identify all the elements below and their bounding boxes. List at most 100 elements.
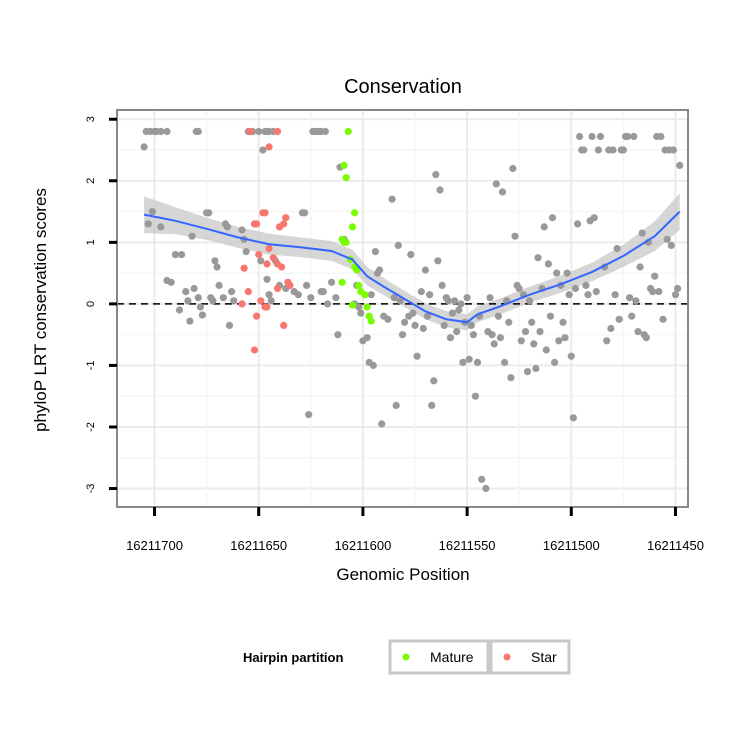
point-other bbox=[167, 278, 175, 286]
point-other bbox=[676, 161, 684, 169]
point-other bbox=[574, 220, 582, 228]
point-other bbox=[157, 223, 165, 231]
point-other bbox=[394, 241, 402, 249]
point-star bbox=[261, 209, 269, 217]
point-other bbox=[303, 281, 311, 289]
point-other bbox=[467, 321, 475, 329]
point-mature bbox=[353, 266, 361, 274]
point-other bbox=[636, 263, 644, 271]
point-other bbox=[565, 291, 573, 299]
point-other bbox=[559, 318, 567, 326]
point-other bbox=[190, 284, 198, 293]
point-other bbox=[486, 294, 494, 302]
point-other bbox=[603, 337, 611, 345]
point-star bbox=[273, 127, 282, 136]
point-other bbox=[392, 401, 400, 409]
point-other bbox=[321, 127, 329, 136]
point-other bbox=[540, 223, 548, 231]
point-mature bbox=[351, 209, 359, 217]
point-other bbox=[469, 331, 477, 339]
point-other bbox=[259, 146, 267, 154]
point-other bbox=[446, 334, 454, 342]
plot-border bbox=[116, 109, 689, 508]
point-other bbox=[230, 297, 238, 305]
point-other bbox=[536, 328, 544, 336]
point-other bbox=[213, 263, 221, 271]
point-other bbox=[553, 269, 561, 277]
point-other bbox=[255, 127, 263, 136]
point-other bbox=[432, 171, 440, 179]
point-mature bbox=[342, 174, 350, 182]
point-other bbox=[496, 334, 504, 342]
point-other bbox=[523, 368, 532, 376]
point-other bbox=[651, 272, 659, 280]
point-other bbox=[628, 312, 636, 320]
point-other bbox=[332, 294, 340, 302]
point-other bbox=[426, 291, 434, 299]
point-mature bbox=[361, 291, 369, 299]
point-other bbox=[175, 306, 184, 314]
point-other bbox=[532, 364, 540, 373]
point-other bbox=[534, 254, 542, 262]
chart-title: Conservation bbox=[344, 76, 462, 98]
point-star bbox=[240, 264, 248, 272]
point-other bbox=[471, 392, 479, 400]
point-other bbox=[555, 337, 563, 345]
point-star bbox=[257, 297, 265, 305]
point-other bbox=[182, 288, 190, 296]
point-other bbox=[378, 420, 386, 428]
point-other bbox=[490, 340, 498, 348]
point-other bbox=[451, 297, 459, 305]
point-other bbox=[609, 146, 617, 154]
point-other bbox=[198, 311, 206, 319]
point-other bbox=[657, 132, 665, 141]
point-other bbox=[371, 248, 379, 256]
point-star bbox=[250, 346, 259, 354]
point-other bbox=[215, 281, 223, 289]
confidence-ribbon-layer bbox=[144, 193, 680, 331]
point-other bbox=[194, 294, 202, 302]
point-other bbox=[409, 309, 417, 317]
point-other bbox=[590, 214, 598, 222]
point-other bbox=[501, 358, 509, 366]
point-other bbox=[228, 288, 236, 296]
legend-star-label: Star bbox=[531, 649, 557, 665]
point-other bbox=[444, 297, 452, 305]
points-layer bbox=[140, 127, 684, 493]
point-other bbox=[663, 235, 671, 243]
point-other bbox=[384, 315, 392, 323]
confidence-ribbon bbox=[144, 193, 680, 331]
point-other bbox=[669, 146, 678, 154]
point-mature bbox=[367, 317, 375, 325]
point-other bbox=[626, 294, 634, 302]
point-other bbox=[551, 358, 559, 366]
point-other bbox=[421, 266, 429, 274]
point-mature bbox=[355, 281, 363, 289]
point-other bbox=[257, 257, 265, 265]
point-other bbox=[434, 257, 442, 265]
plot-panel bbox=[117, 110, 688, 507]
point-other bbox=[659, 315, 667, 323]
y-axis-label: phyloP LRT conservation scores bbox=[31, 188, 50, 432]
point-other bbox=[396, 297, 404, 305]
legend-item-star-box bbox=[489, 639, 571, 675]
point-other bbox=[588, 132, 596, 141]
point-other bbox=[307, 294, 315, 302]
point-other bbox=[638, 229, 646, 237]
point-other bbox=[649, 288, 657, 296]
point-other bbox=[611, 291, 619, 299]
y-tick-label: -3 bbox=[85, 484, 97, 494]
point-other bbox=[457, 300, 465, 308]
point-other bbox=[465, 355, 473, 363]
point-other bbox=[615, 315, 623, 323]
point-other bbox=[209, 297, 217, 305]
point-star bbox=[263, 260, 271, 268]
point-other bbox=[171, 251, 179, 259]
point-other bbox=[576, 132, 584, 141]
point-other bbox=[671, 291, 680, 299]
x-tick-label: 16211600 bbox=[334, 538, 391, 553]
point-star bbox=[244, 288, 252, 296]
point-other bbox=[238, 226, 246, 234]
point-other bbox=[357, 309, 365, 317]
